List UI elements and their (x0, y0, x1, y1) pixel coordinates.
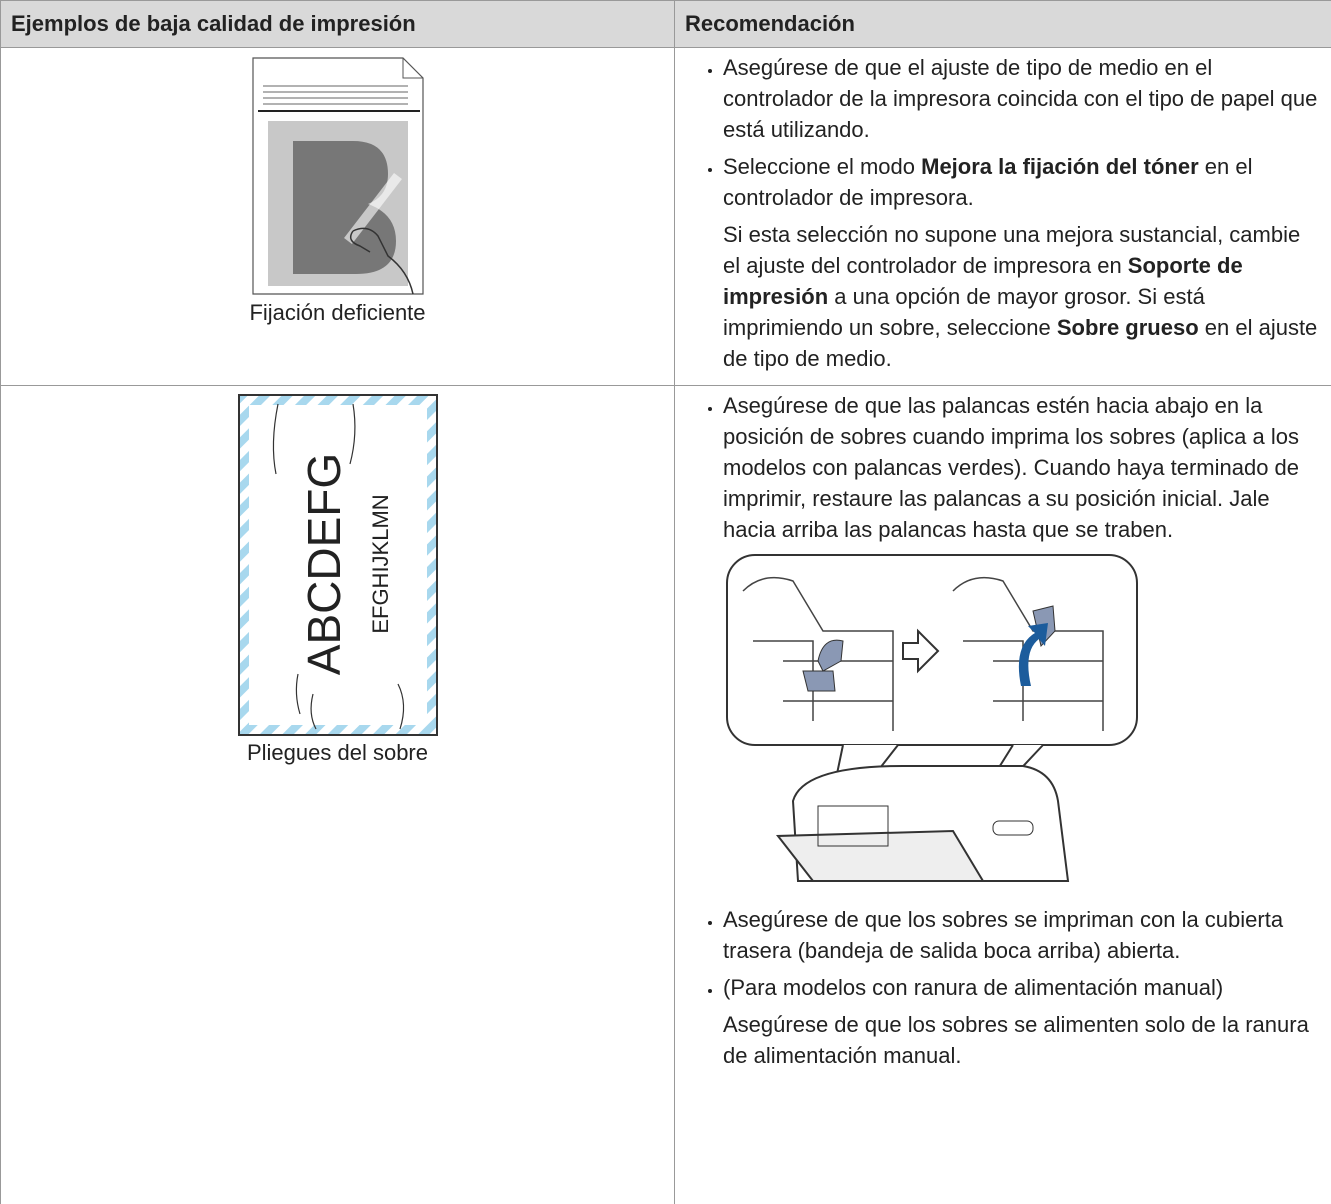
recommendation-item: Seleccione el modo Mejora la fijación de… (723, 151, 1323, 374)
header-cell: Recomendación (674, 0, 1331, 48)
text: Seleccione el modo (723, 154, 922, 179)
header-cell: Ejemplos de baja calidad de impresión (0, 0, 675, 48)
bold-text: Mejora la fijación del tóner (921, 154, 1199, 179)
recommendation-item: (Para modelos con ranura de alimentación… (723, 972, 1323, 1071)
text: en el controlador de impresora. (723, 154, 1253, 210)
paragraph: (Para modelos con ranura de alimentación… (723, 972, 1323, 1003)
recommendation-item: Asegúrese de que el ajuste de tipo de me… (723, 52, 1323, 145)
header-row: Ejemplos de baja calidad de impresión Re… (0, 0, 1331, 48)
recommendation-item: Asegúrese de que los sobres se impriman … (723, 904, 1323, 966)
envelope-text: EFGHIJKLMN (368, 494, 393, 633)
text: Asegúrese de que el ajuste de tipo de me… (723, 55, 1318, 142)
recommendation-item: Asegúrese de que las palancas estén haci… (723, 390, 1323, 545)
envelope-text: ABCDEFG (298, 453, 350, 675)
paragraph: Si esta selección no supone una mejora s… (723, 219, 1323, 374)
row: ABCDEFG EFGHIJKLMN Pliegues del sobre As… (0, 385, 1331, 1204)
recommendation-list: Asegúrese de que las palancas estén haci… (689, 390, 1323, 545)
recommendation-list: Asegúrese de que el ajuste de tipo de me… (689, 52, 1323, 374)
poor-fixing-illustration (251, 57, 424, 295)
recommendation-cell: Asegúrese de que el ajuste de tipo de me… (674, 47, 1331, 386)
example-caption: Pliegues del sobre (246, 740, 428, 765)
row: Fijación deficiente Asegúrese de que el … (0, 47, 1331, 386)
paragraph: Asegúrese de que los sobres se alimenten… (723, 1009, 1323, 1071)
bold-text: Soporte de impresión (723, 253, 1243, 309)
recommendation-cell: Asegúrese de que las palancas estén haci… (674, 385, 1331, 1204)
text: (Para modelos con ranura de alimentación… (723, 975, 1224, 1000)
envelope-illustration: ABCDEFG EFGHIJKLMN (237, 394, 438, 736)
text: a una opción de mayor grosor. Si está im… (723, 284, 1205, 340)
example-cell: ABCDEFG EFGHIJKLMN Pliegues del sobre (0, 385, 675, 1204)
example-caption: Fijación deficiente (249, 300, 426, 325)
text: Asegúrese de que las palancas estén haci… (723, 393, 1300, 542)
bold-text: Sobre grueso (1056, 315, 1199, 340)
example-cell: Fijación deficiente (0, 47, 675, 386)
text: Asegúrese de que los sobres se alimenten… (723, 1012, 1309, 1068)
text: Asegúrese de que los sobres se impriman … (723, 907, 1284, 963)
paragraph: Asegúrese de que los sobres se impriman … (723, 904, 1323, 966)
paragraph: Asegúrese de que el ajuste de tipo de me… (723, 52, 1323, 145)
text: en el ajuste de tipo de medio. (723, 315, 1318, 371)
recommendation-list: Asegúrese de que los sobres se impriman … (689, 904, 1323, 1071)
paragraph: Seleccione el modo Mejora la fijación de… (723, 151, 1323, 213)
text: Si esta selección no supone una mejora s… (723, 222, 1301, 278)
paragraph: Asegúrese de que las palancas estén haci… (723, 390, 1323, 545)
printer-illustration (726, 554, 1138, 882)
